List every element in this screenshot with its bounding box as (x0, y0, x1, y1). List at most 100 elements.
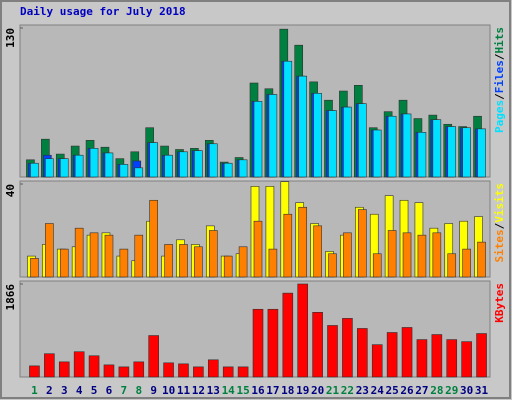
legend-separator: / (493, 93, 506, 100)
x-tick-label: 13 (207, 384, 220, 397)
legend-entry: Pages (493, 100, 506, 133)
bar (446, 339, 458, 378)
x-tick-label: 29 (445, 384, 458, 397)
bar (44, 353, 55, 378)
bar (386, 332, 398, 378)
legend: Sites/Visits (493, 183, 506, 263)
bar (462, 248, 471, 278)
x-tick-label: 25 (386, 384, 399, 397)
bar (447, 253, 457, 278)
chart-title: Daily usage for July 2018 (20, 5, 186, 18)
bar (402, 232, 412, 278)
x-tick-label: 19 (296, 384, 309, 397)
x-tick-label: 21 (326, 384, 340, 397)
x-tick-label: 17 (266, 384, 279, 397)
y-tick-label: 130 (4, 28, 17, 48)
bar (477, 241, 486, 278)
bar (358, 209, 367, 278)
bar (343, 232, 352, 278)
bar (103, 364, 115, 378)
bar (134, 167, 144, 178)
x-tick-label: 4 (76, 384, 83, 397)
x-tick-label: 10 (162, 384, 175, 397)
bar (342, 318, 353, 378)
bar (327, 325, 338, 378)
bar (74, 154, 84, 178)
bar (238, 246, 248, 278)
bar (282, 292, 294, 378)
bar (208, 230, 218, 278)
bar (297, 283, 309, 378)
bar (298, 75, 308, 178)
bar (416, 339, 428, 378)
bar (30, 258, 39, 278)
bar (29, 365, 40, 378)
bar (134, 234, 144, 278)
bar (477, 128, 486, 178)
bar (208, 143, 218, 178)
x-tick-label: 6 (106, 384, 113, 397)
x-tick-label: 18 (281, 384, 294, 397)
x-tick-label: 1 (31, 384, 38, 397)
bar (148, 335, 159, 378)
bar (447, 126, 457, 178)
bar (118, 366, 130, 378)
bar (59, 248, 69, 278)
bar (179, 151, 188, 178)
bar (223, 162, 233, 178)
y-tick-label: 1866 (4, 284, 17, 311)
bar (387, 115, 397, 178)
bar (313, 93, 322, 178)
bar (268, 94, 278, 178)
bar (267, 308, 279, 378)
x-tick-label: 26 (400, 384, 414, 397)
legend-entry: Visits (493, 183, 506, 223)
bar (45, 158, 54, 178)
bar (74, 227, 84, 278)
x-tick-label: 15 (236, 384, 249, 397)
bar (164, 154, 173, 178)
legend: Pages/Files/Hits (493, 27, 506, 133)
bar (223, 255, 233, 278)
bar (237, 366, 249, 378)
bar (73, 351, 85, 378)
bar (179, 244, 188, 278)
x-tick-label: 28 (430, 384, 443, 397)
bar (283, 213, 293, 278)
bar (119, 248, 129, 278)
bar (432, 232, 442, 278)
bar (194, 246, 203, 278)
x-tick-label: 11 (177, 384, 191, 397)
bar (432, 119, 442, 178)
bar (164, 244, 173, 278)
bar (462, 127, 471, 178)
x-tick-label: 12 (192, 384, 205, 397)
bar (104, 234, 114, 278)
bar (193, 366, 204, 378)
bar (149, 199, 158, 278)
bar (328, 110, 337, 178)
bar (358, 103, 367, 178)
bar (387, 230, 397, 278)
legend-separator: / (493, 53, 506, 60)
bar (194, 150, 203, 178)
x-tick-label: 24 (371, 384, 385, 397)
legend: KBytes (493, 283, 506, 323)
bar (431, 334, 443, 378)
bar (343, 106, 352, 178)
bar (417, 234, 427, 278)
bar (133, 361, 145, 378)
bar (313, 225, 322, 278)
bar (45, 223, 54, 278)
bar (88, 355, 100, 378)
y-tick-label: 40 (4, 184, 17, 197)
x-tick-label: 23 (356, 384, 369, 397)
x-tick-label: 31 (475, 384, 489, 397)
legend-entry: Hits (493, 27, 506, 54)
bar (149, 142, 158, 178)
bar (30, 162, 39, 178)
bar (253, 101, 263, 178)
x-tick-label: 14 (222, 384, 236, 397)
